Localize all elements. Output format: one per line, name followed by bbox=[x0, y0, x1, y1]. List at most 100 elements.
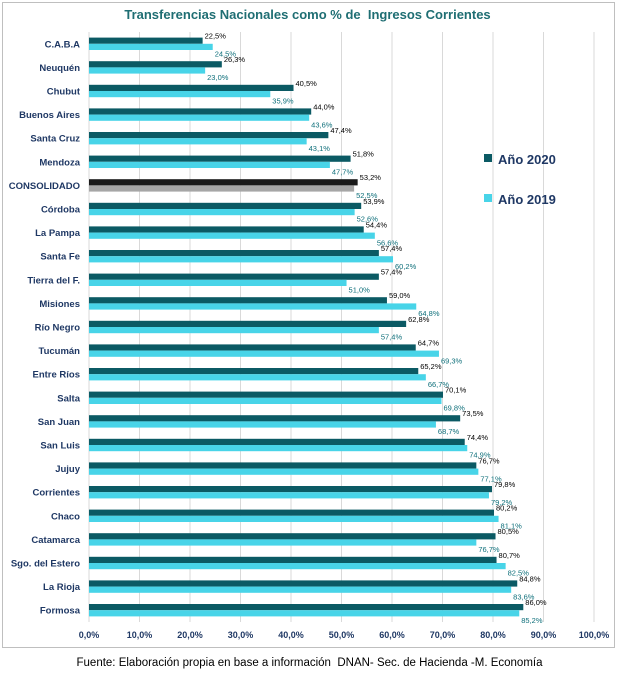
bar-2019 bbox=[89, 67, 206, 74]
legend-swatch-2020 bbox=[484, 154, 492, 162]
category-label: Salta bbox=[57, 393, 80, 404]
value-label-2020: 44,0% bbox=[313, 102, 335, 111]
value-label-2020: 54,4% bbox=[366, 220, 388, 229]
value-label-2019: 82,5% bbox=[508, 569, 530, 578]
value-label-2019: 57,4% bbox=[381, 333, 403, 342]
category-label: Chaco bbox=[51, 511, 80, 522]
category-label: Tierra del F. bbox=[27, 275, 80, 286]
value-label-2019: 64,8% bbox=[418, 309, 440, 318]
category-label: Tucumán bbox=[38, 346, 80, 357]
bar-2019 bbox=[89, 610, 520, 617]
value-label-2020: 57,4% bbox=[381, 268, 403, 277]
category-label: Sgo. del Estero bbox=[11, 559, 80, 570]
bar-2020 bbox=[89, 84, 294, 91]
category-label: Córdoba bbox=[41, 205, 81, 216]
bar-2020 bbox=[89, 462, 477, 469]
x-tick-label: 100,0% bbox=[579, 630, 610, 640]
value-label-2020: 79,8% bbox=[494, 480, 516, 489]
bar-2019 bbox=[89, 350, 439, 357]
value-label-2020: 86,0% bbox=[525, 598, 547, 607]
category-label: San Luis bbox=[40, 441, 80, 452]
bar-2020 bbox=[89, 391, 444, 398]
value-label-2020: 59,0% bbox=[389, 291, 411, 300]
bar-2019 bbox=[89, 43, 213, 50]
value-label-2020: 47,4% bbox=[330, 126, 352, 135]
x-tick-label: 90,0% bbox=[531, 630, 557, 640]
bar-2019 bbox=[89, 374, 426, 381]
bar-2019 bbox=[89, 303, 417, 310]
value-label-2019: 24,5% bbox=[215, 50, 237, 59]
value-label-2020: 53,2% bbox=[360, 173, 382, 182]
value-label-2020: 70,1% bbox=[445, 386, 467, 395]
category-labels: C.A.B.A Neuquén Chubut Buenos Aires Santa Cr… bbox=[9, 39, 81, 616]
bar-2020 bbox=[89, 438, 465, 445]
value-label-2019: 81,1% bbox=[501, 522, 523, 531]
x-tick-label: 20,0% bbox=[177, 630, 203, 640]
value-label-2019: 76,7% bbox=[478, 545, 500, 554]
value-label-2019: 52,5% bbox=[356, 191, 378, 200]
bar-2019 bbox=[89, 539, 477, 546]
bar-2019 bbox=[89, 161, 330, 168]
bar-2020 bbox=[89, 37, 203, 44]
value-label-2019: 69,3% bbox=[441, 356, 463, 365]
value-label-2019: 77,1% bbox=[480, 474, 502, 483]
category-label: Río Negro bbox=[35, 323, 81, 334]
bar-2020 bbox=[89, 155, 351, 162]
legend-label-2019: Año 2019 bbox=[498, 192, 556, 207]
value-label-2019: 66,7% bbox=[428, 380, 450, 389]
category-label: Santa Cruz bbox=[30, 134, 80, 145]
value-label-2019: 56,6% bbox=[377, 238, 399, 247]
bar-2020 bbox=[89, 509, 495, 516]
value-label-2020: 40,5% bbox=[296, 79, 318, 88]
category-label: Entre Ríos bbox=[32, 370, 80, 381]
value-label-2020: 73,5% bbox=[462, 409, 484, 418]
bar-2020 bbox=[89, 250, 379, 257]
x-tick-label: 80,0% bbox=[480, 630, 506, 640]
value-label-2019: 35,9% bbox=[272, 97, 294, 106]
bar-2019 bbox=[89, 209, 355, 216]
value-label-2020: 57,4% bbox=[381, 244, 403, 253]
bar-2020 bbox=[89, 604, 524, 611]
value-label-2019: 69,8% bbox=[443, 404, 465, 413]
value-label-2020: 76,7% bbox=[478, 456, 500, 465]
bar-2020 bbox=[89, 556, 497, 563]
bar-2019 bbox=[89, 397, 442, 404]
value-label-2020: 74,4% bbox=[467, 433, 489, 442]
bar-2019 bbox=[89, 91, 271, 98]
category-label: CONSOLIDADO bbox=[9, 181, 80, 192]
value-label-2020: 26,3% bbox=[224, 55, 246, 64]
value-label-2020: 84,8% bbox=[519, 574, 541, 583]
value-label-2019: 79,2% bbox=[491, 498, 513, 507]
bar-2020 bbox=[89, 273, 379, 280]
bar-2020 bbox=[89, 297, 387, 304]
category-label: C.A.B.A bbox=[45, 39, 81, 50]
value-label-2020: 80,2% bbox=[496, 504, 518, 513]
bar-2020 bbox=[89, 226, 364, 233]
bar-2019 bbox=[89, 279, 347, 286]
category-label: Corrientes bbox=[32, 488, 80, 499]
value-label-2019: 43,1% bbox=[309, 144, 331, 153]
legend-label-2020: Año 2020 bbox=[498, 152, 556, 167]
x-tick-label: 70,0% bbox=[430, 630, 456, 640]
bar-2019 bbox=[89, 468, 479, 475]
bar-2019 bbox=[89, 185, 355, 192]
bar-2020 bbox=[89, 415, 461, 422]
bar-2020 bbox=[89, 320, 407, 327]
bar-2020 bbox=[89, 368, 419, 375]
value-label-2019: 74,9% bbox=[469, 451, 491, 460]
bar-2020 bbox=[89, 179, 358, 186]
bar-2020 bbox=[89, 108, 312, 115]
bars: 22,5% 24,5%26,3% 23,0% 40,5%35,9% 44,0% 43,6%… bbox=[89, 32, 547, 625]
category-label: Neuquén bbox=[39, 63, 80, 74]
bar-2019 bbox=[89, 232, 375, 239]
x-tick-label: 50,0% bbox=[329, 630, 355, 640]
value-label-2019: 23,0% bbox=[207, 73, 229, 82]
legend: Año 2020 Año 2019 bbox=[484, 152, 556, 207]
category-label: Buenos Aires bbox=[19, 110, 80, 121]
x-tick-label: 40,0% bbox=[278, 630, 304, 640]
value-label-2020: 62,8% bbox=[408, 315, 430, 324]
value-label-2020: 51,8% bbox=[353, 150, 375, 159]
category-label: La Pampa bbox=[35, 228, 81, 239]
category-label: Catamarca bbox=[31, 535, 80, 546]
legend-swatch-2019 bbox=[484, 194, 492, 202]
